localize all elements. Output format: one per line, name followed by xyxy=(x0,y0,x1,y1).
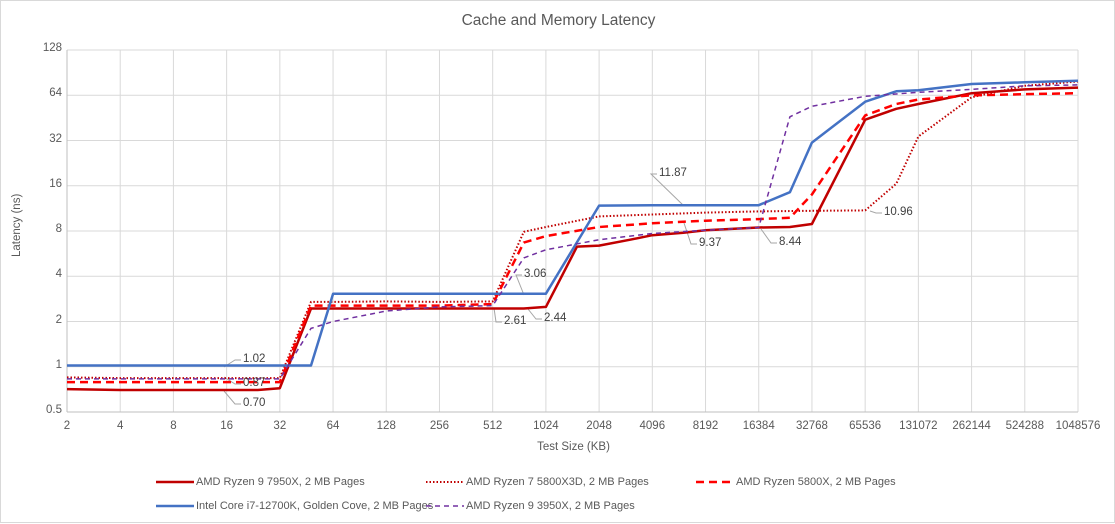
x-tick-label: 16384 xyxy=(742,420,775,432)
legend-item-3950x[interactable]: AMD Ryzen 9 3950X, 2 MB Pages xyxy=(426,500,635,512)
data-label: 9.37 xyxy=(699,237,722,249)
legend-item-7950x[interactable]: AMD Ryzen 9 7950X, 2 MB Pages xyxy=(156,476,365,488)
legend-label: Intel Core i7-12700K, Golden Cove, 2 MB … xyxy=(196,500,434,512)
data-label: 2.61 xyxy=(504,315,527,327)
series-line-0 xyxy=(66,86,1079,392)
chart-title: Cache and Memory Latency xyxy=(461,12,656,29)
x-tick-label: 16 xyxy=(220,420,234,432)
legend-item-5800x[interactable]: AMD Ryzen 5800X, 2 MB Pages xyxy=(696,476,896,488)
series-line-3 xyxy=(67,79,1079,367)
leader-line xyxy=(223,390,241,405)
x-axis-label: Test Size (KB) xyxy=(537,441,610,453)
x-tick-label: 4096 xyxy=(639,420,666,432)
series-line-2 xyxy=(67,91,1079,384)
leader-line xyxy=(760,228,777,244)
x-tick-label: 1024 xyxy=(533,420,559,432)
data-label: 0.70 xyxy=(243,397,266,409)
series-line-1 xyxy=(66,80,1079,380)
x-tick-label: 131072 xyxy=(899,420,938,432)
legend-swatch-solid-darkred xyxy=(156,480,194,484)
legend-swatch-dashed-red xyxy=(696,480,734,484)
data-label-leaders xyxy=(223,173,882,405)
x-tick-label: 262144 xyxy=(952,420,991,432)
data-label: 2.44 xyxy=(544,312,567,324)
leader-line xyxy=(493,307,502,323)
legend-label: AMD Ryzen 9 3950X, 2 MB Pages xyxy=(466,500,635,512)
x-tick-label: 65536 xyxy=(849,420,882,432)
x-tick-label: 1048576 xyxy=(1055,420,1101,432)
y-tick-label: 1 xyxy=(55,358,62,371)
legend-label: AMD Ryzen 7 5800X3D, 2 MB Pages xyxy=(466,476,649,488)
x-tick-label: 8 xyxy=(170,420,177,432)
leader-line xyxy=(683,222,697,245)
legend-swatch-dashed-purple xyxy=(426,505,464,507)
legend-item-5800x3d[interactable]: AMD Ryzen 7 5800X3D, 2 MB Pages xyxy=(426,476,649,488)
legend-item-12700k[interactable]: Intel Core i7-12700K, Golden Cove, 2 MB … xyxy=(156,500,433,512)
leader-line xyxy=(649,173,685,207)
data-label: 10.96 xyxy=(884,206,913,218)
y-tick-label: 128 xyxy=(42,42,62,54)
legend-label: AMD Ryzen 5800X, 2 MB Pages xyxy=(736,476,896,488)
x-tick-label: 2 xyxy=(63,420,71,432)
y-tick-label: 32 xyxy=(49,132,62,145)
x-tick-label: 32 xyxy=(273,420,287,432)
x-tick-label: 128 xyxy=(376,420,396,432)
x-tick-label: 32768 xyxy=(795,420,828,432)
data-label: 1.02 xyxy=(243,353,266,365)
leader-line xyxy=(223,376,241,385)
data-label: 0.87 xyxy=(243,377,266,389)
leader-line xyxy=(869,210,882,214)
x-tick-label: 2048 xyxy=(586,420,612,432)
data-label: 3.06 xyxy=(524,268,547,280)
gridlines xyxy=(66,49,1079,413)
x-tick-label: 64 xyxy=(326,420,340,432)
series-line-4 xyxy=(67,84,1079,380)
series-lines xyxy=(66,79,1079,392)
x-tick-label: 4 xyxy=(117,420,124,432)
x-tick-label: 512 xyxy=(483,420,503,432)
x-tick-label: 524288 xyxy=(1005,420,1044,432)
legend-swatch-dotted-darkred xyxy=(426,481,464,483)
legend-swatch-solid-blue xyxy=(156,504,194,508)
y-tick-label: 16 xyxy=(49,177,62,190)
data-label: 8.44 xyxy=(779,236,802,248)
x-tick-label: 256 xyxy=(429,420,450,432)
data-label: 11.87 xyxy=(659,167,687,179)
y-tick-label: 2 xyxy=(55,313,62,326)
legend-label: AMD Ryzen 9 7950X, 2 MB Pages xyxy=(196,476,365,488)
x-tick-label: 8192 xyxy=(692,420,719,432)
y-tick-label: 4 xyxy=(55,268,62,281)
leader-line xyxy=(515,274,525,296)
leader-line xyxy=(527,308,542,320)
y-tick-label: 64 xyxy=(49,87,62,100)
y-tick-label: 0.5 xyxy=(46,404,62,416)
y-tick-label: 8 xyxy=(55,223,62,235)
